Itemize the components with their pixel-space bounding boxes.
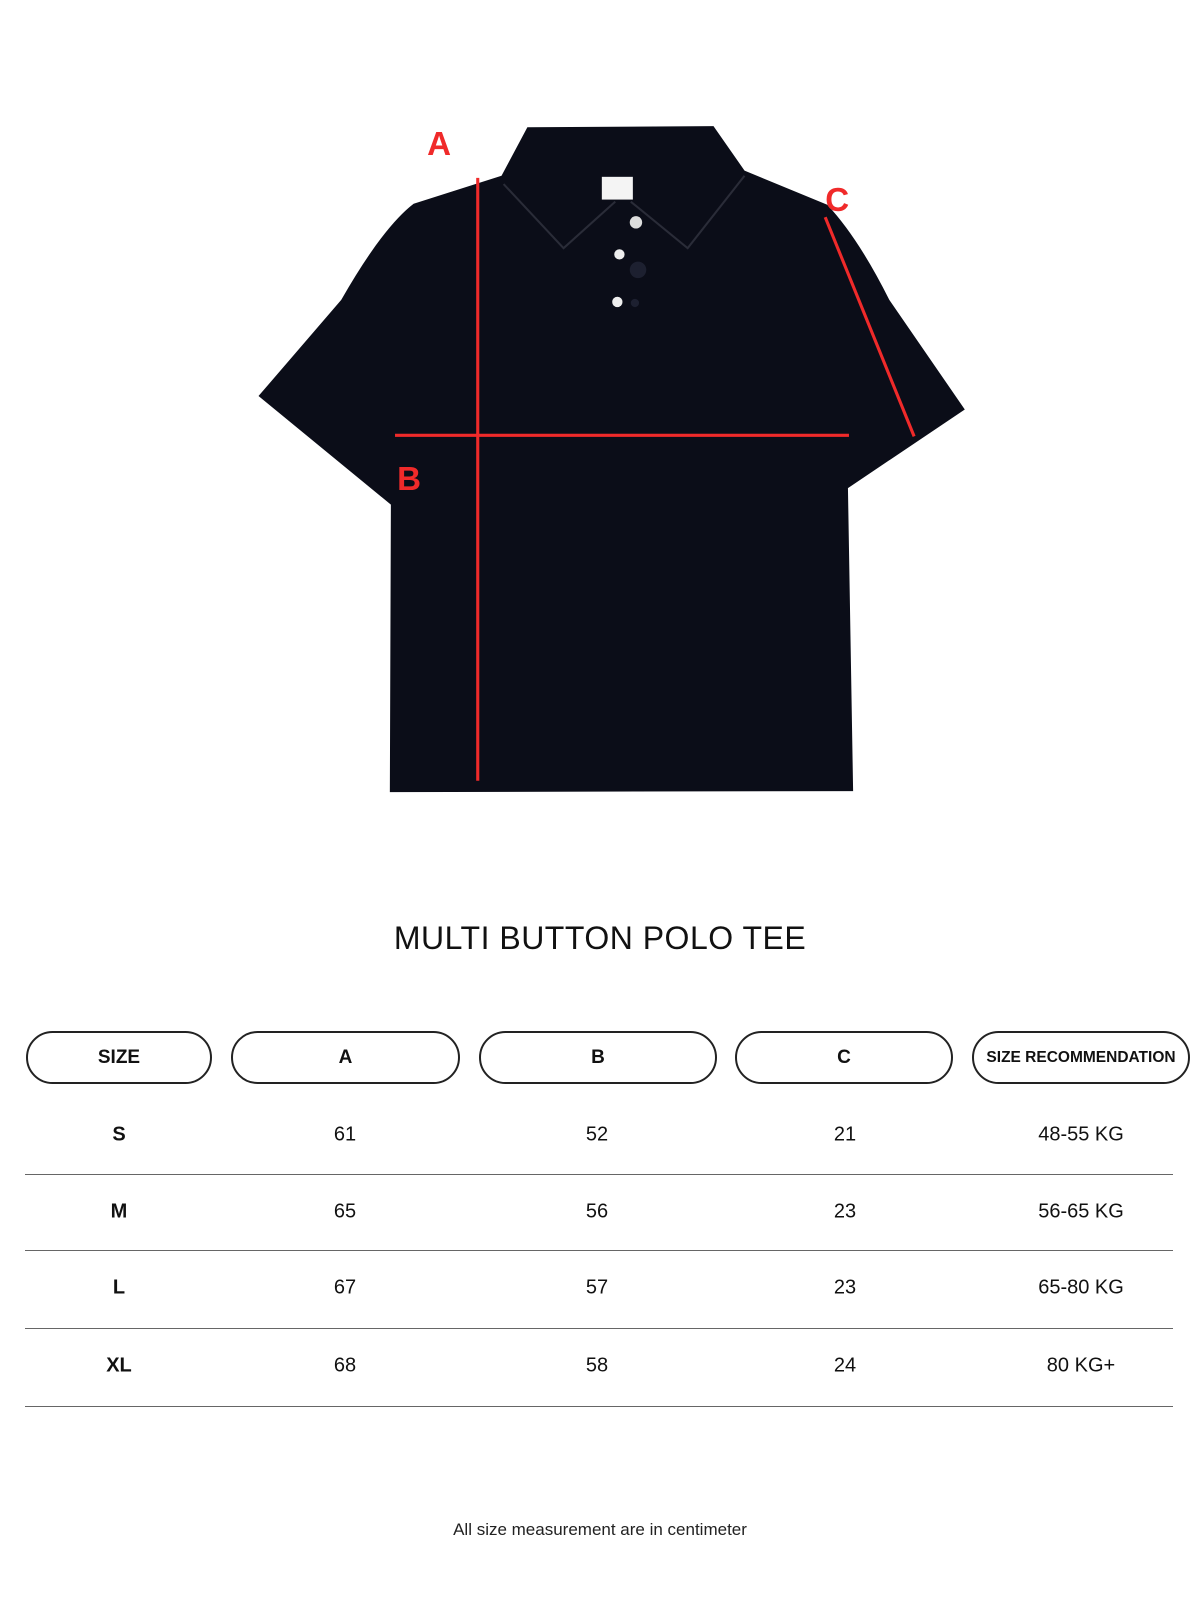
- header-b: B: [479, 1031, 717, 1084]
- header-a: A: [231, 1031, 460, 1084]
- value-cell: 65: [333, 1200, 357, 1223]
- header-c: C: [735, 1031, 953, 1084]
- polo-shirt-measurement-diagram: A B C: [258, 126, 965, 793]
- size-cell: XL: [106, 1354, 132, 1377]
- collar: [502, 175, 746, 250]
- size-cell: M: [110, 1200, 128, 1223]
- neck-label: [601, 176, 633, 200]
- size-cell: L: [112, 1276, 126, 1299]
- value-cell: 67: [333, 1276, 357, 1299]
- value-cell: 65-80 KG: [1038, 1276, 1124, 1299]
- row-divider: [25, 1174, 1173, 1175]
- label-a: A: [427, 126, 451, 163]
- footer-note: All size measurement are in centimeter: [453, 1520, 747, 1539]
- shirt-body: [258, 126, 965, 793]
- value-cell: 23: [833, 1200, 857, 1223]
- value-cell: 21: [833, 1123, 857, 1146]
- value-cell: 56-65 KG: [1038, 1200, 1124, 1223]
- label-c: C: [825, 182, 849, 219]
- button: [614, 249, 625, 260]
- button: [630, 298, 640, 308]
- header-size: SIZE: [26, 1031, 212, 1084]
- value-cell: 80 KG+: [1046, 1354, 1116, 1377]
- value-cell: 58: [585, 1354, 609, 1377]
- value-cell: 48-55 KG: [1038, 1123, 1124, 1146]
- measurement-lines: A B C: [395, 126, 916, 781]
- row-divider: [25, 1406, 1173, 1407]
- button: [612, 296, 623, 308]
- button: [629, 261, 647, 279]
- row-divider: [25, 1328, 1173, 1329]
- value-cell: 23: [833, 1276, 857, 1299]
- value-cell: 52: [585, 1123, 609, 1146]
- value-cell: 57: [585, 1276, 609, 1299]
- button: [629, 216, 643, 229]
- value-cell: 68: [333, 1354, 357, 1377]
- size-cell: S: [112, 1123, 126, 1146]
- row-divider: [25, 1250, 1173, 1251]
- value-cell: 24: [833, 1354, 857, 1377]
- label-b: B: [397, 461, 421, 498]
- polo-shirt-image: [258, 126, 965, 793]
- measure-line-c: [823, 216, 916, 437]
- header-size-recommendation: SIZE RECOMMENDATION: [972, 1031, 1190, 1084]
- value-cell: 56: [585, 1200, 609, 1223]
- value-cell: 61: [333, 1123, 357, 1146]
- product-title: MULTI BUTTON POLO TEE: [393, 920, 807, 956]
